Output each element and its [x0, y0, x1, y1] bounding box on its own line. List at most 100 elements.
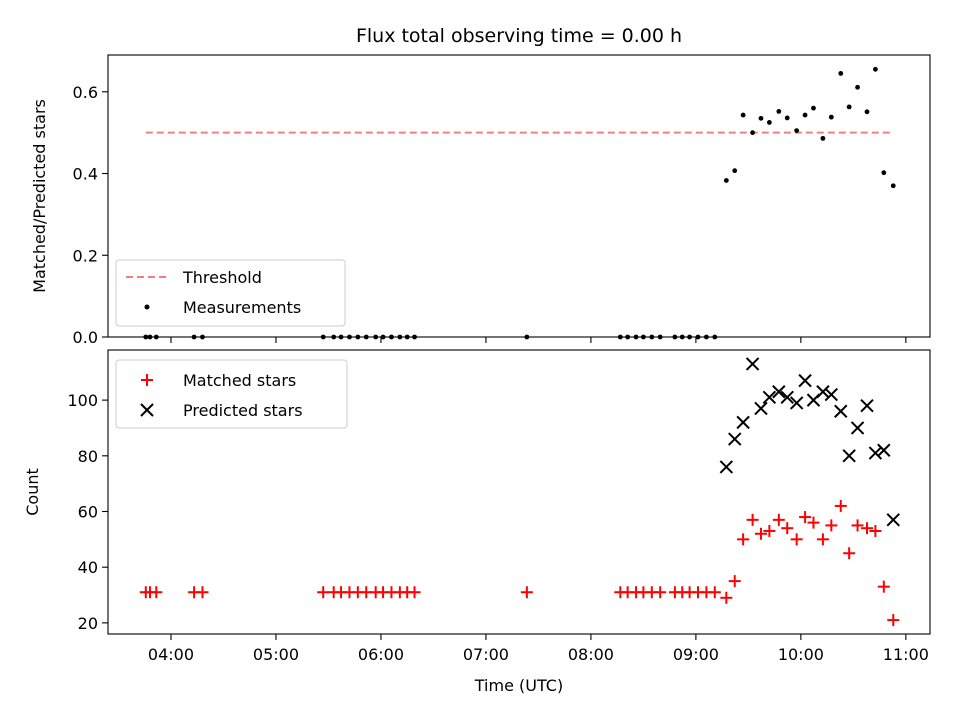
measurement-point — [766, 120, 772, 125]
measurement-point — [838, 70, 844, 76]
bottom-y-tick-label: 60 — [78, 502, 98, 521]
measurement-point — [524, 334, 530, 340]
measurement-point — [143, 334, 149, 340]
measurement-point — [750, 130, 755, 136]
bottom-y-tick-label: 100 — [67, 391, 98, 410]
matched-star-point — [861, 522, 874, 535]
bottom-legend: Matched stars Predicted stars — [115, 359, 348, 429]
top-panel-frame — [107, 54, 931, 338]
legend-measurements-swatch — [144, 304, 150, 310]
bottom-panel-frame — [107, 349, 931, 635]
measurement-point — [641, 334, 646, 340]
measurement-point — [397, 334, 403, 340]
top-panel: 0.0 0.2 0.4 0.6 Matched/Predicted stars Thr… — [30, 54, 931, 347]
matched-star-point — [807, 516, 820, 529]
bottom-y-tick-label: 20 — [78, 614, 98, 633]
bottom-x-tick-label: 10:00 — [778, 645, 824, 664]
bottom-x-tick-label: 07:00 — [463, 645, 509, 664]
matched-star-point — [772, 513, 785, 526]
top-y-tick-label: 0.6 — [73, 83, 98, 102]
matched-star-point — [654, 586, 667, 599]
predicted-star-point — [772, 385, 786, 399]
measurement-point — [695, 334, 701, 340]
matched-star-point — [790, 533, 803, 546]
measurement-point — [732, 168, 738, 174]
legend-predicted-label: Predicted stars — [183, 401, 303, 420]
predicted-star-point — [762, 390, 777, 405]
predicted-stars-points — [719, 357, 900, 527]
matched-star-point — [869, 524, 882, 537]
matched-star-point — [834, 499, 847, 512]
matched-star-point — [877, 580, 890, 593]
predicted-star-point — [868, 446, 883, 460]
top-y-tick-label: 0.0 — [73, 328, 98, 347]
predicted-star-point — [850, 421, 865, 435]
top-legend-box — [115, 259, 346, 327]
matched-star-point — [851, 519, 864, 532]
bottom-x-axis: 04:00 05:00 06:00 07:00 08:00 09:00 10:00 11:00 — [148, 634, 929, 664]
bottom-y-axis-label: Count — [23, 468, 42, 516]
top-legend: Threshold Measurements — [115, 259, 346, 327]
measurement-point — [147, 334, 153, 340]
top-y-tick-label: 0.4 — [73, 165, 98, 184]
matched-star-point — [150, 586, 163, 599]
measurement-point — [338, 334, 344, 340]
measurement-point — [881, 170, 887, 176]
predicted-star-point — [877, 443, 891, 457]
bottom-legend-box — [115, 359, 348, 429]
bottom-panel: 20 40 60 80 100 04:00 05:00 06:00 07:00 08:00 09:… — [23, 349, 931, 695]
matched-star-point — [887, 614, 900, 627]
measurement-point — [153, 334, 159, 340]
matched-star-point — [754, 527, 767, 540]
measurement-point — [347, 334, 352, 340]
measurement-point — [802, 112, 808, 118]
measurement-point — [873, 66, 878, 72]
measurement-point — [784, 115, 790, 121]
matched-star-point — [799, 511, 812, 524]
predicted-star-point — [842, 449, 856, 463]
predicted-star-point — [834, 404, 848, 418]
predicted-star-point — [736, 415, 750, 430]
bottom-x-tick-label: 11:00 — [883, 645, 929, 664]
bottom-y-tick-label: 80 — [78, 447, 98, 466]
bottom-x-tick-label: 09:00 — [673, 645, 719, 664]
measurement-point — [864, 109, 870, 115]
measurement-point — [649, 334, 655, 340]
predicted-star-point — [824, 387, 839, 402]
matched-star-point — [317, 586, 330, 599]
measurement-point — [200, 334, 205, 340]
measurement-point — [820, 135, 826, 141]
bottom-y-axis: 20 40 60 80 100 — [67, 391, 108, 633]
measurement-point — [355, 334, 361, 340]
predicted-star-point — [789, 396, 804, 410]
measurement-point — [890, 183, 896, 189]
top-y-axis: 0.0 0.2 0.4 0.6 — [73, 83, 108, 347]
measurement-points — [143, 66, 896, 340]
measurement-point — [633, 334, 639, 340]
legend-predicted-swatch — [140, 403, 154, 417]
matched-stars-points — [139, 499, 900, 627]
predicted-star-point — [780, 390, 794, 405]
x-axis-label: Time (UTC) — [474, 676, 563, 695]
matched-star-point — [520, 586, 533, 599]
measurement-point — [776, 109, 782, 114]
measurement-point — [412, 334, 417, 340]
bottom-x-tick-label: 04:00 — [148, 645, 194, 664]
matched-star-point — [843, 547, 856, 560]
measurement-point — [811, 105, 816, 111]
matched-star-point — [408, 586, 421, 599]
measurement-point — [373, 334, 379, 340]
matched-star-point — [720, 591, 733, 604]
bottom-x-tick-label: 05:00 — [253, 645, 299, 664]
top-y-axis-label: Matched/Predicted stars — [30, 99, 49, 293]
matched-star-point — [746, 513, 759, 526]
measurement-point — [846, 104, 852, 110]
predicted-star-point — [745, 357, 760, 371]
legend-measurements-label: Measurements — [183, 298, 301, 317]
bottom-y-tick-label: 40 — [78, 558, 98, 577]
measurement-point — [672, 334, 678, 340]
measurement-point — [828, 114, 834, 120]
chart-title: Flux total observing time = 0.00 h — [356, 25, 682, 47]
